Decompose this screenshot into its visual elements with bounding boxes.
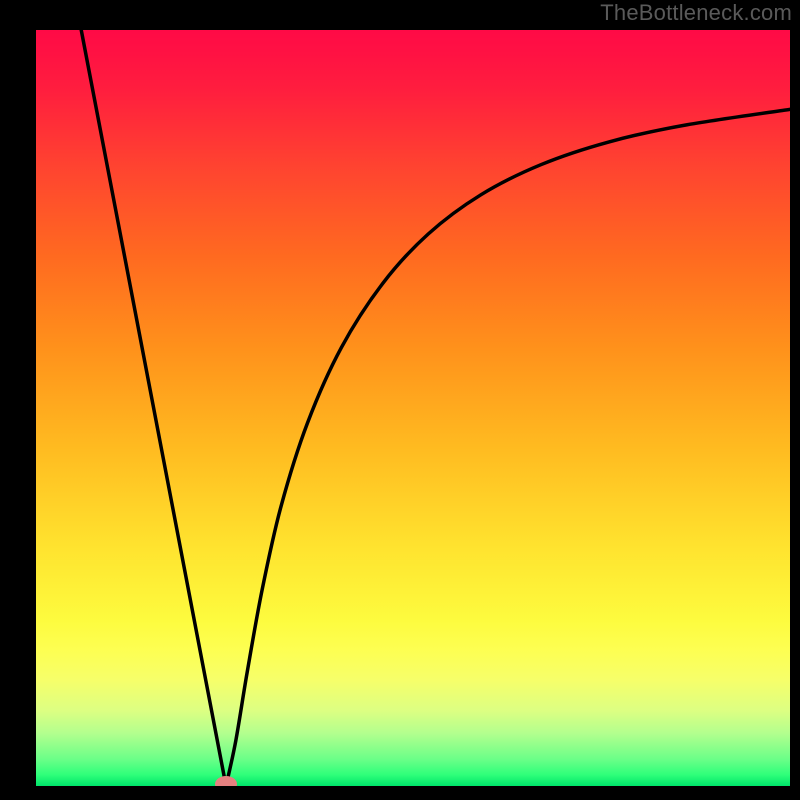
watermark-text: TheBottleneck.com [600, 0, 792, 26]
gradient-background [36, 30, 790, 786]
chart-frame: TheBottleneck.com [0, 0, 800, 800]
chart-svg [36, 30, 790, 786]
plot-area [36, 30, 790, 786]
